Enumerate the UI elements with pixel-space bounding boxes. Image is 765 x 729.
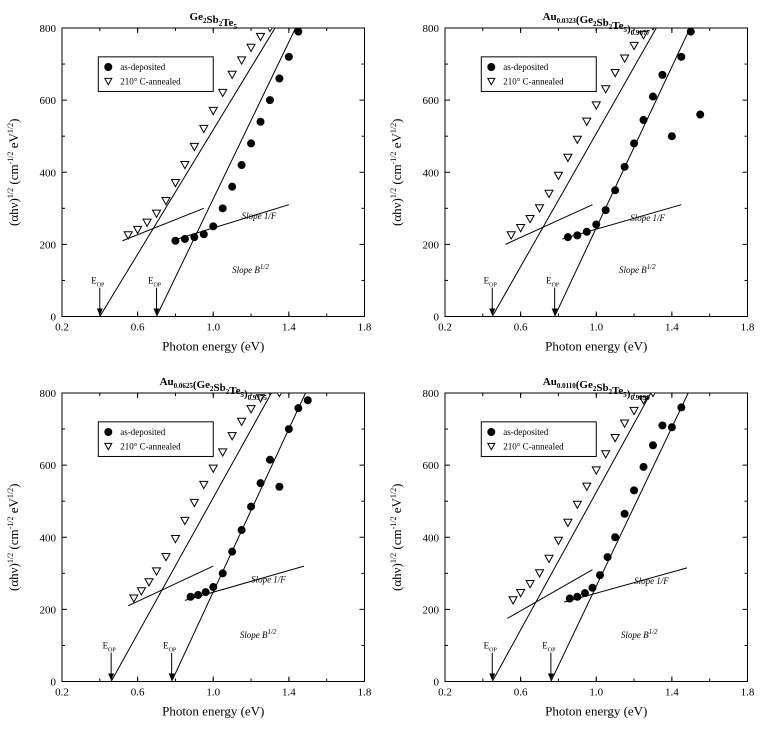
svg-text:400: 400 xyxy=(40,532,57,544)
svg-text:1.8: 1.8 xyxy=(740,322,754,334)
svg-text:1.8: 1.8 xyxy=(358,686,372,698)
svg-text:1.0: 1.0 xyxy=(589,686,603,698)
svg-text:EOP: EOP xyxy=(163,640,177,653)
svg-text:EOP: EOP xyxy=(546,276,560,289)
svg-text:0.6: 0.6 xyxy=(131,322,145,334)
svg-text:210° C-annealed: 210° C-annealed xyxy=(120,77,181,87)
svg-text:(αhν)1/2 (cm-1/2 eV1/2): (αhν)1/2 (cm-1/2 eV1/2) xyxy=(389,483,404,590)
svg-text:Photon energy (eV): Photon energy (eV) xyxy=(545,339,647,354)
svg-text:EOP: EOP xyxy=(483,640,497,653)
svg-text:Photon energy (eV): Photon energy (eV) xyxy=(545,703,647,718)
svg-text:0: 0 xyxy=(433,312,439,324)
svg-text:Slope B1/2: Slope B1/2 xyxy=(240,628,277,640)
svg-text:Photon energy (eV): Photon energy (eV) xyxy=(162,703,264,718)
svg-text:0: 0 xyxy=(51,676,57,688)
svg-text:800: 800 xyxy=(422,388,439,400)
svg-text:Slope B1/2: Slope B1/2 xyxy=(618,263,655,275)
svg-text:200: 200 xyxy=(40,239,57,251)
panel-A: 0.2 0.6 1.0 1.4 1.8 0 200 400 600 800 Photon energ… xyxy=(0,0,383,365)
svg-text:EOP: EOP xyxy=(542,640,556,653)
svg-text:Au0.0110(Ge2Sb2Te5)0.9890: Au0.0110(Ge2Sb2Te5)0.9890 xyxy=(542,376,649,402)
svg-text:as-deposited: as-deposited xyxy=(503,427,548,437)
svg-text:0.2: 0.2 xyxy=(438,322,452,334)
svg-text:210° C-annealed: 210° C-annealed xyxy=(503,441,564,451)
svg-text:(αhν)1/2 (cm-1/2 eV1/2): (αhν)1/2 (cm-1/2 eV1/2) xyxy=(389,119,404,226)
svg-text:200: 200 xyxy=(422,604,439,616)
svg-text:400: 400 xyxy=(422,532,439,544)
svg-text:800: 800 xyxy=(422,23,439,35)
panel-D: 0.2 0.6 1.0 1.4 1.8 0 200 400 600 800 Photon energ… xyxy=(383,365,765,729)
svg-text:1.0: 1.0 xyxy=(206,322,220,334)
svg-text:Slope B1/2: Slope B1/2 xyxy=(620,628,657,640)
svg-text:(αhν)1/2 (cm-1/2 eV1/2): (αhν)1/2 (cm-1/2 eV1/2) xyxy=(6,119,21,226)
svg-text:800: 800 xyxy=(40,23,57,35)
svg-text:Au0.0625(Ge2Sb2Te5)0.9375: Au0.0625(Ge2Sb2Te5)0.9375 xyxy=(160,376,268,402)
svg-text:600: 600 xyxy=(422,95,439,107)
svg-text:1.4: 1.4 xyxy=(282,322,296,334)
svg-text:(αhν)1/2 (cm-1/2 eV1/2): (αhν)1/2 (cm-1/2 eV1/2) xyxy=(6,483,21,590)
svg-text:800: 800 xyxy=(40,388,57,400)
svg-text:as-deposited: as-deposited xyxy=(120,427,165,437)
svg-text:200: 200 xyxy=(40,604,57,616)
panel-B: 0.2 0.6 1.0 1.4 1.8 0 200 400 600 800 Photon energ… xyxy=(383,0,765,365)
svg-text:Slope 1/F: Slope 1/F xyxy=(630,213,665,223)
svg-text:200: 200 xyxy=(422,239,439,251)
svg-text:Slope 1/F: Slope 1/F xyxy=(242,211,277,221)
svg-text:Photon energy (eV): Photon energy (eV) xyxy=(162,339,264,354)
svg-text:1.8: 1.8 xyxy=(358,322,372,334)
svg-text:as-deposited: as-deposited xyxy=(120,62,165,72)
svg-text:0.6: 0.6 xyxy=(131,686,145,698)
svg-text:EOP: EOP xyxy=(91,276,105,289)
svg-text:Au0.0323(Ge2Sb2Te5)0.9677: Au0.0323(Ge2Sb2Te5)0.9677 xyxy=(542,11,650,37)
svg-text:0.6: 0.6 xyxy=(513,686,527,698)
svg-text:0.2: 0.2 xyxy=(438,686,452,698)
svg-text:0: 0 xyxy=(51,312,57,324)
svg-text:210° C-annealed: 210° C-annealed xyxy=(120,441,181,451)
svg-text:1.4: 1.4 xyxy=(665,322,679,334)
svg-text:600: 600 xyxy=(40,95,57,107)
svg-text:210° C-annealed: 210° C-annealed xyxy=(503,77,564,87)
svg-text:0: 0 xyxy=(433,676,439,688)
svg-text:1.4: 1.4 xyxy=(665,686,679,698)
svg-text:Slope 1/F: Slope 1/F xyxy=(251,574,286,584)
svg-text:1.0: 1.0 xyxy=(589,322,603,334)
svg-text:1.0: 1.0 xyxy=(206,686,220,698)
panel-C: 0.2 0.6 1.0 1.4 1.8 0 200 400 600 800 Photon energ… xyxy=(0,365,383,729)
svg-text:EOP: EOP xyxy=(148,276,162,289)
svg-text:Slope 1/F: Slope 1/F xyxy=(634,576,669,586)
svg-text:400: 400 xyxy=(40,167,57,179)
svg-text:Slope B1/2: Slope B1/2 xyxy=(232,263,269,275)
svg-text:600: 600 xyxy=(40,460,57,472)
svg-text:0.2: 0.2 xyxy=(55,322,69,334)
svg-text:EOP: EOP xyxy=(483,276,497,289)
svg-text:400: 400 xyxy=(422,167,439,179)
svg-text:0.6: 0.6 xyxy=(513,322,527,334)
svg-text:as-deposited: as-deposited xyxy=(503,62,548,72)
chart-grid: 0.2 0.6 1.0 1.4 1.8 0 200 400 600 800 Photon energ… xyxy=(0,0,765,729)
svg-text:1.4: 1.4 xyxy=(282,686,296,698)
svg-text:1.8: 1.8 xyxy=(740,686,754,698)
svg-text:0.2: 0.2 xyxy=(55,686,69,698)
svg-text:EOP: EOP xyxy=(103,640,117,653)
svg-text:600: 600 xyxy=(422,460,439,472)
